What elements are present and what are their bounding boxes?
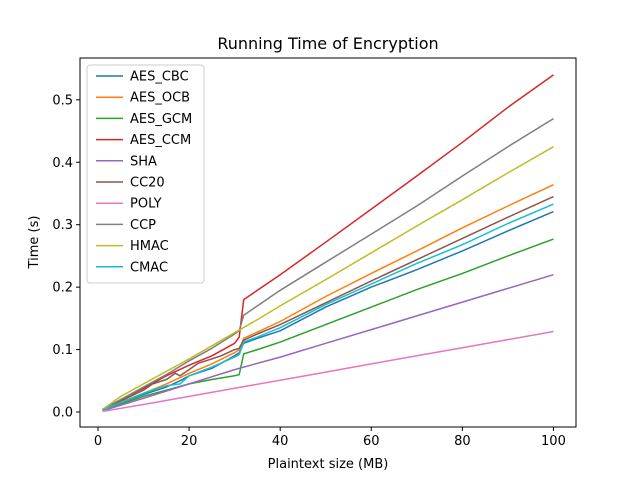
y-tick-label: 0.4 bbox=[52, 156, 73, 171]
series-line-cmac bbox=[102, 203, 554, 411]
legend-label: AES_GCM bbox=[130, 112, 192, 127]
x-tick-label: 20 bbox=[181, 434, 198, 449]
plot-area bbox=[79, 57, 577, 428]
x-tick-label: 100 bbox=[541, 434, 566, 449]
legend-label: AES_CCM bbox=[130, 133, 191, 148]
legend-label: CCP bbox=[130, 218, 156, 233]
x-axis: 0 20 40 60 80 100 bbox=[94, 427, 566, 449]
chart-title: Running Time of Encryption bbox=[217, 34, 438, 53]
legend-label: AES_OCB bbox=[130, 91, 190, 106]
legend-label: CC20 bbox=[130, 176, 165, 191]
series-line-aes-gcm bbox=[102, 238, 554, 411]
y-tick-label: 0.5 bbox=[52, 93, 73, 108]
y-tick-label: 0.1 bbox=[52, 343, 73, 358]
x-tick-label: 0 bbox=[94, 434, 102, 449]
x-tick-label: 80 bbox=[454, 434, 471, 449]
legend: AES_CBC AES_OCB AES_GCM AES_CCM SHA CC20 POLY C… bbox=[86, 64, 205, 284]
y-axis: 0.0 0.1 0.2 0.3 0.4 0.5 bbox=[52, 93, 80, 421]
legend-label: CMAC bbox=[130, 260, 168, 275]
y-axis-label: Time (s) bbox=[27, 216, 42, 270]
x-tick-label: 60 bbox=[363, 434, 380, 449]
series-line-sha bbox=[102, 273, 554, 412]
y-tick-label: 0.3 bbox=[52, 218, 73, 233]
axes-frame bbox=[79, 57, 577, 428]
legend-label: HMAC bbox=[130, 239, 169, 254]
series-line-poly bbox=[102, 330, 554, 413]
y-tick-label: 0.0 bbox=[52, 406, 73, 421]
series-line-ccp bbox=[102, 117, 554, 411]
legend-box bbox=[86, 64, 205, 284]
legend-label: POLY bbox=[130, 197, 162, 212]
series-line-cc20 bbox=[102, 195, 554, 411]
series-layer bbox=[102, 74, 554, 413]
legend-label: SHA bbox=[130, 154, 157, 169]
x-tick-label: 40 bbox=[272, 434, 289, 449]
y-tick-label: 0.2 bbox=[52, 281, 73, 296]
series-line-hmac bbox=[102, 146, 554, 411]
legend-label: AES_CBC bbox=[130, 70, 189, 85]
x-axis-label: Plaintext size (MB) bbox=[268, 457, 389, 472]
series-line-aes-ccm bbox=[102, 74, 554, 411]
